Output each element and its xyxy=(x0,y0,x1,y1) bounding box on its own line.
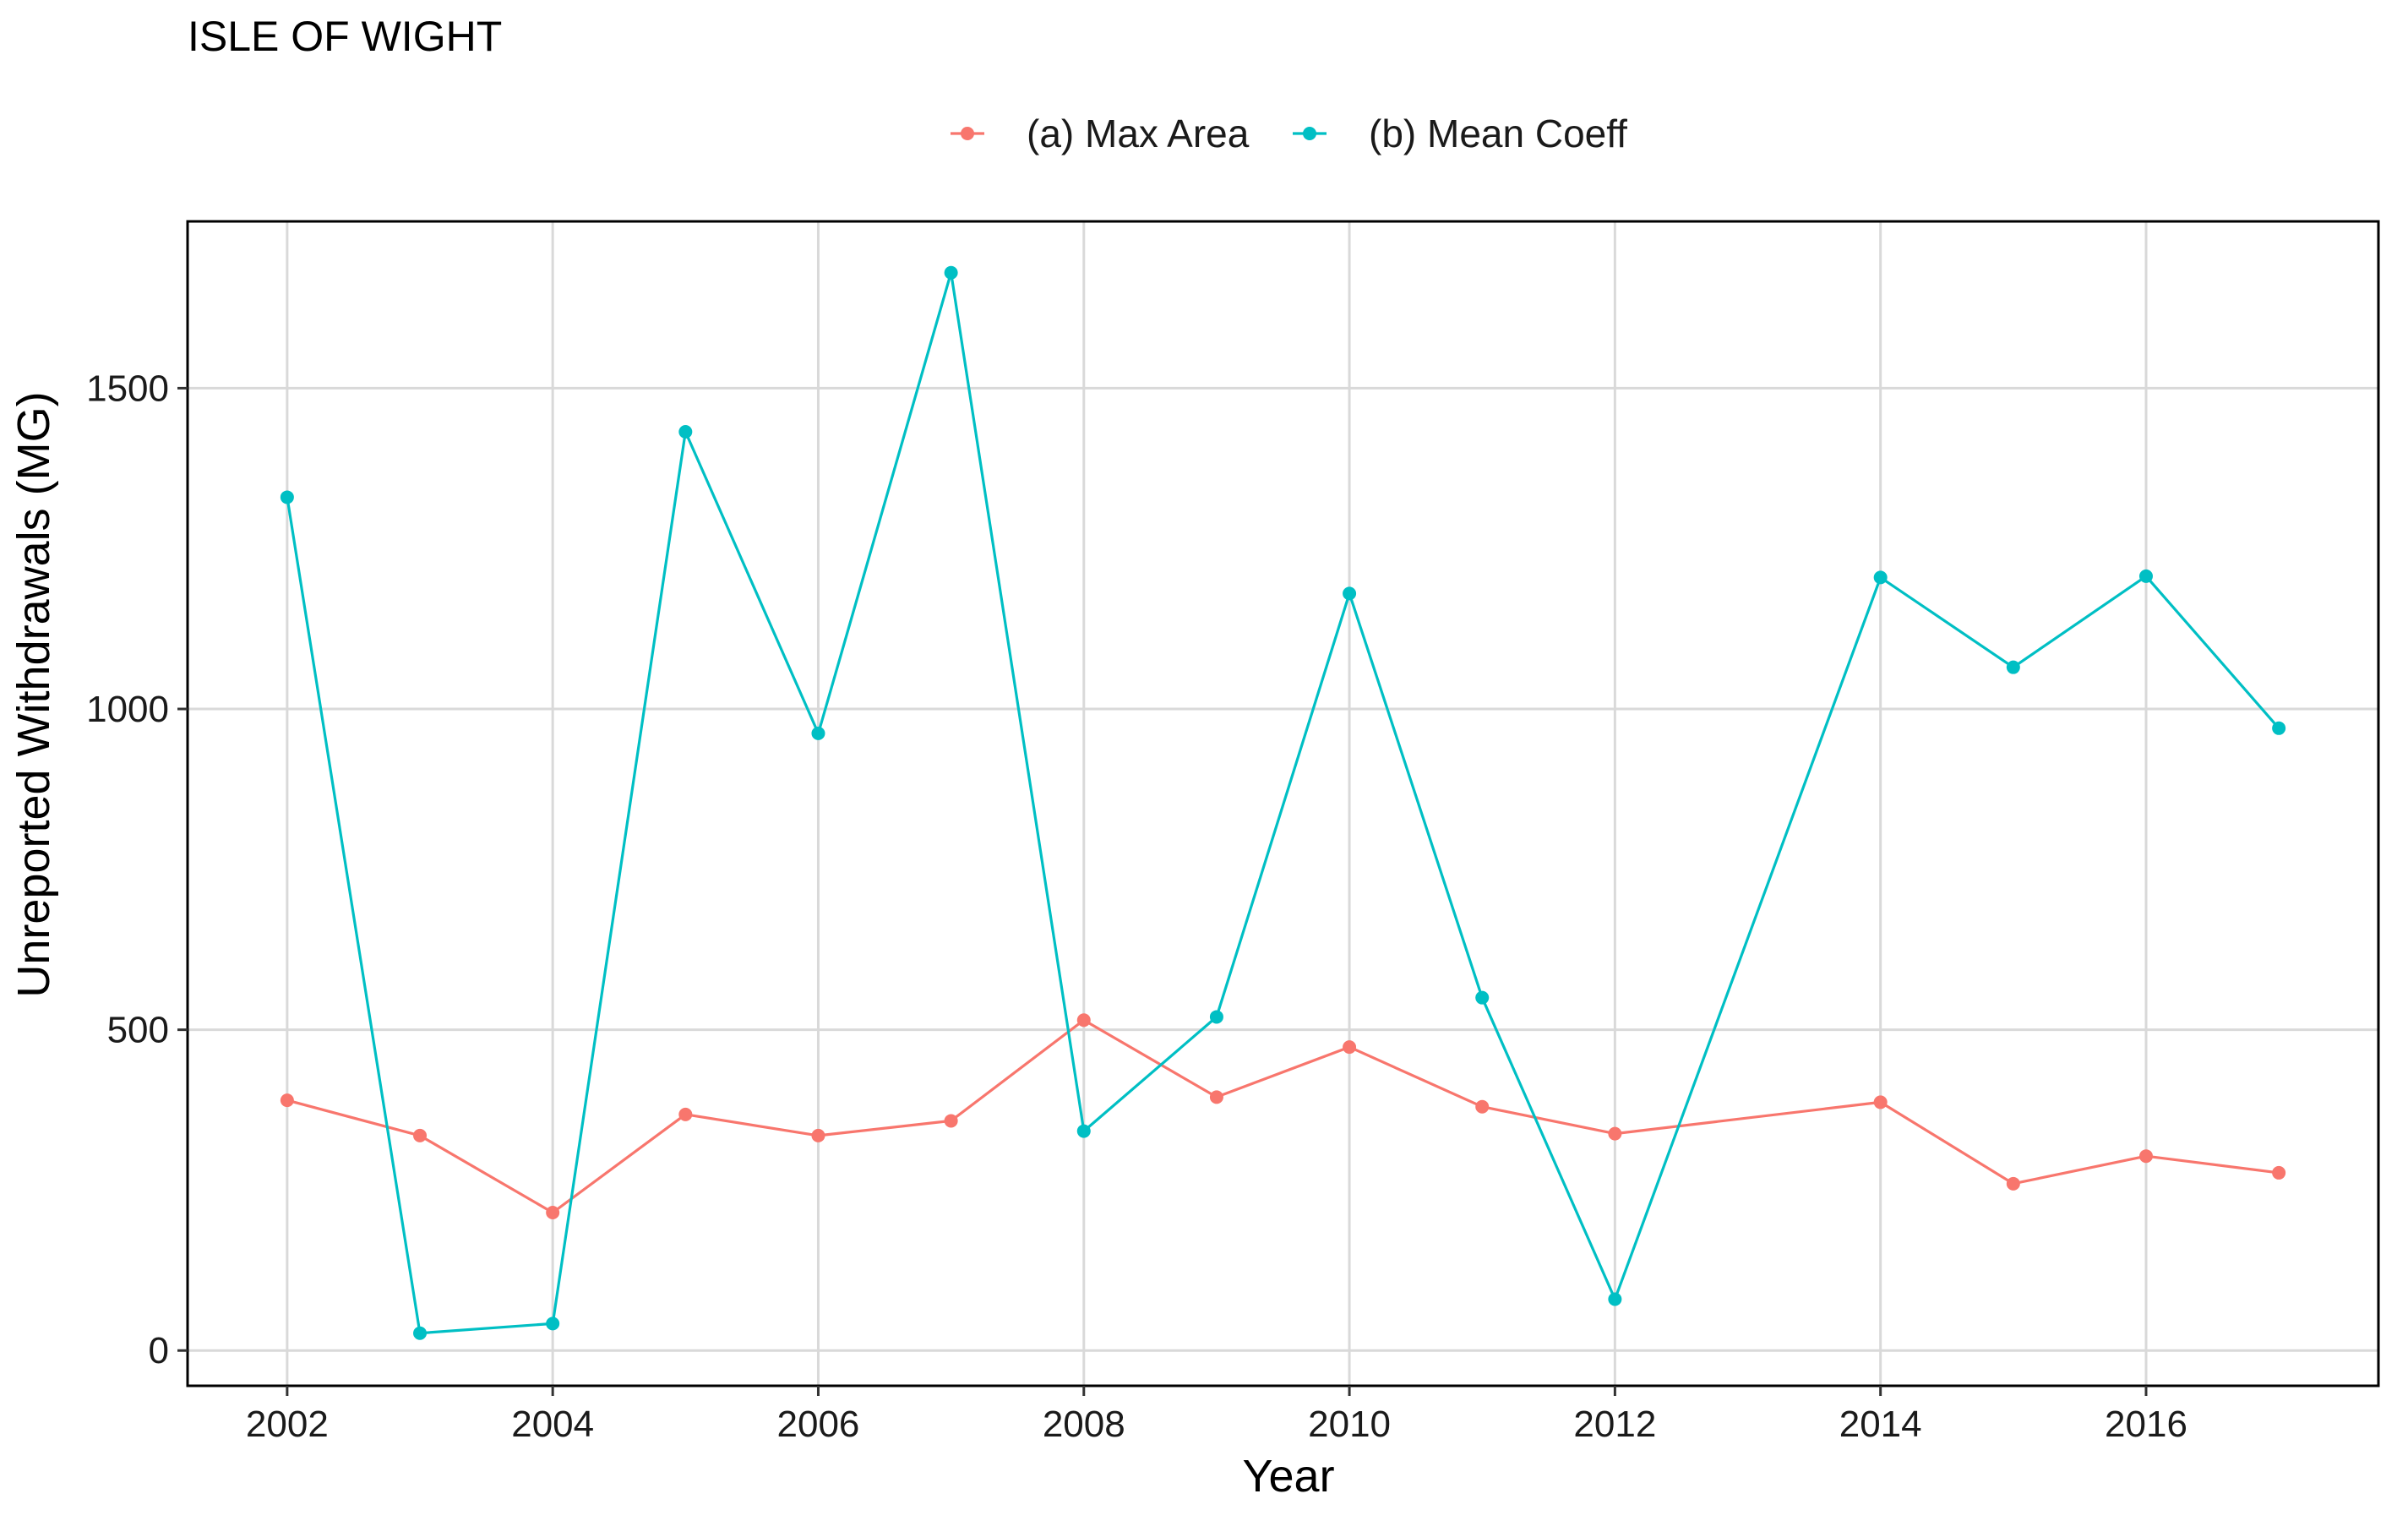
data-point xyxy=(1210,1010,1223,1023)
data-point xyxy=(678,1108,692,1121)
data-point xyxy=(2007,1177,2020,1191)
x-tick-label: 2010 xyxy=(1308,1404,1391,1445)
data-point xyxy=(1608,1127,1621,1141)
x-tick-label: 2006 xyxy=(777,1404,860,1445)
data-point xyxy=(1077,1125,1091,1138)
legend-point-key xyxy=(1303,127,1316,140)
data-point xyxy=(546,1317,559,1330)
data-point xyxy=(413,1327,427,1340)
x-tick-label: 2012 xyxy=(1573,1404,1656,1445)
data-point xyxy=(1475,991,1489,1005)
y-axis-title: Unreported Withdrawals (MG) xyxy=(8,391,59,997)
data-point xyxy=(678,425,692,439)
x-tick-label: 2008 xyxy=(1043,1404,1125,1445)
x-tick-label: 2002 xyxy=(246,1404,329,1445)
data-point xyxy=(1874,1095,1888,1109)
data-point xyxy=(945,1114,958,1127)
data-point xyxy=(1475,1100,1489,1114)
x-tick-label: 2004 xyxy=(511,1404,594,1445)
data-point xyxy=(1608,1293,1621,1306)
chart-title: ISLE OF WIGHT xyxy=(188,13,502,60)
data-point xyxy=(1874,570,1888,584)
data-point xyxy=(2139,1149,2153,1163)
data-point xyxy=(1343,1040,1356,1054)
data-point xyxy=(811,1129,825,1142)
data-point xyxy=(281,1093,294,1107)
x-tick-label: 2016 xyxy=(2105,1404,2187,1445)
x-axis-title: Year xyxy=(1242,1451,1334,1502)
data-point xyxy=(2007,661,2020,674)
data-point xyxy=(1077,1013,1091,1027)
legend-label: (a) Max Area xyxy=(1027,112,1250,155)
data-point xyxy=(281,490,294,504)
data-point xyxy=(945,266,958,280)
x-tick-label: 2014 xyxy=(1839,1404,1922,1445)
y-tick-label: 0 xyxy=(149,1330,169,1371)
data-point xyxy=(2139,570,2153,583)
y-tick-label: 1500 xyxy=(86,368,169,409)
data-point xyxy=(1343,586,1356,600)
data-point xyxy=(1210,1090,1223,1104)
data-point xyxy=(811,727,825,740)
data-point xyxy=(546,1206,559,1219)
legend-label: (b) Mean Coeff xyxy=(1369,112,1627,155)
data-point xyxy=(413,1129,427,1142)
legend-point-key xyxy=(961,127,974,140)
data-point xyxy=(2272,722,2285,735)
y-tick-label: 500 xyxy=(107,1010,169,1051)
data-point xyxy=(2272,1166,2285,1180)
y-tick-label: 1000 xyxy=(86,689,169,730)
